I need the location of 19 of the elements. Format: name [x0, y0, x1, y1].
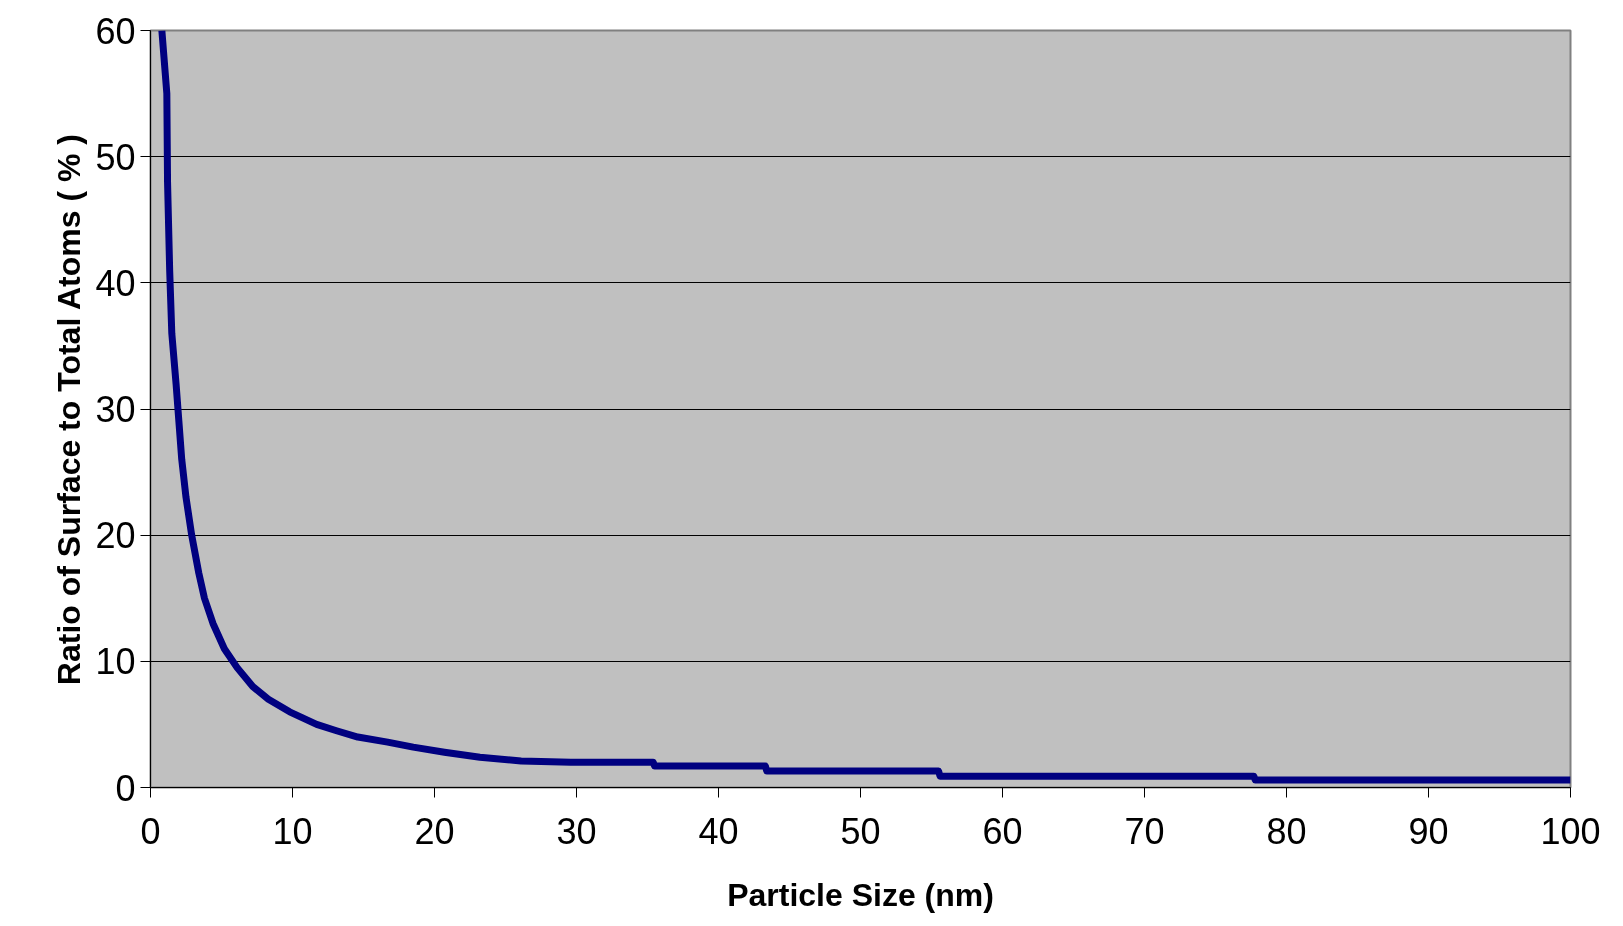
y-tick-label: 0	[115, 767, 136, 809]
x-tick-label: 30	[556, 810, 597, 852]
y-tick-label: 30	[95, 389, 136, 430]
x-tick-label: 70	[1124, 810, 1165, 852]
x-tick-label: 60	[982, 810, 1023, 852]
x-tick-label: 40	[698, 810, 739, 852]
y-axis-title: Ratio of Surface to Total Atoms ( % )	[51, 134, 88, 686]
y-tick-label: 60	[95, 10, 136, 52]
x-tick-label: 50	[840, 810, 881, 852]
y-tick-label: 20	[95, 515, 136, 557]
x-tick-label: 90	[1408, 810, 1449, 852]
y-tick-label: 10	[95, 641, 136, 683]
x-tick-label: 10	[272, 810, 313, 852]
x-axis-title: Particle Size (nm)	[727, 876, 994, 913]
x-tick-label: 80	[1266, 810, 1307, 852]
x-tick-label: 20	[414, 810, 455, 852]
x-tick-label: 100	[1540, 810, 1601, 852]
y-tick-label: 50	[95, 136, 136, 178]
y-tick-label: 40	[95, 262, 136, 304]
